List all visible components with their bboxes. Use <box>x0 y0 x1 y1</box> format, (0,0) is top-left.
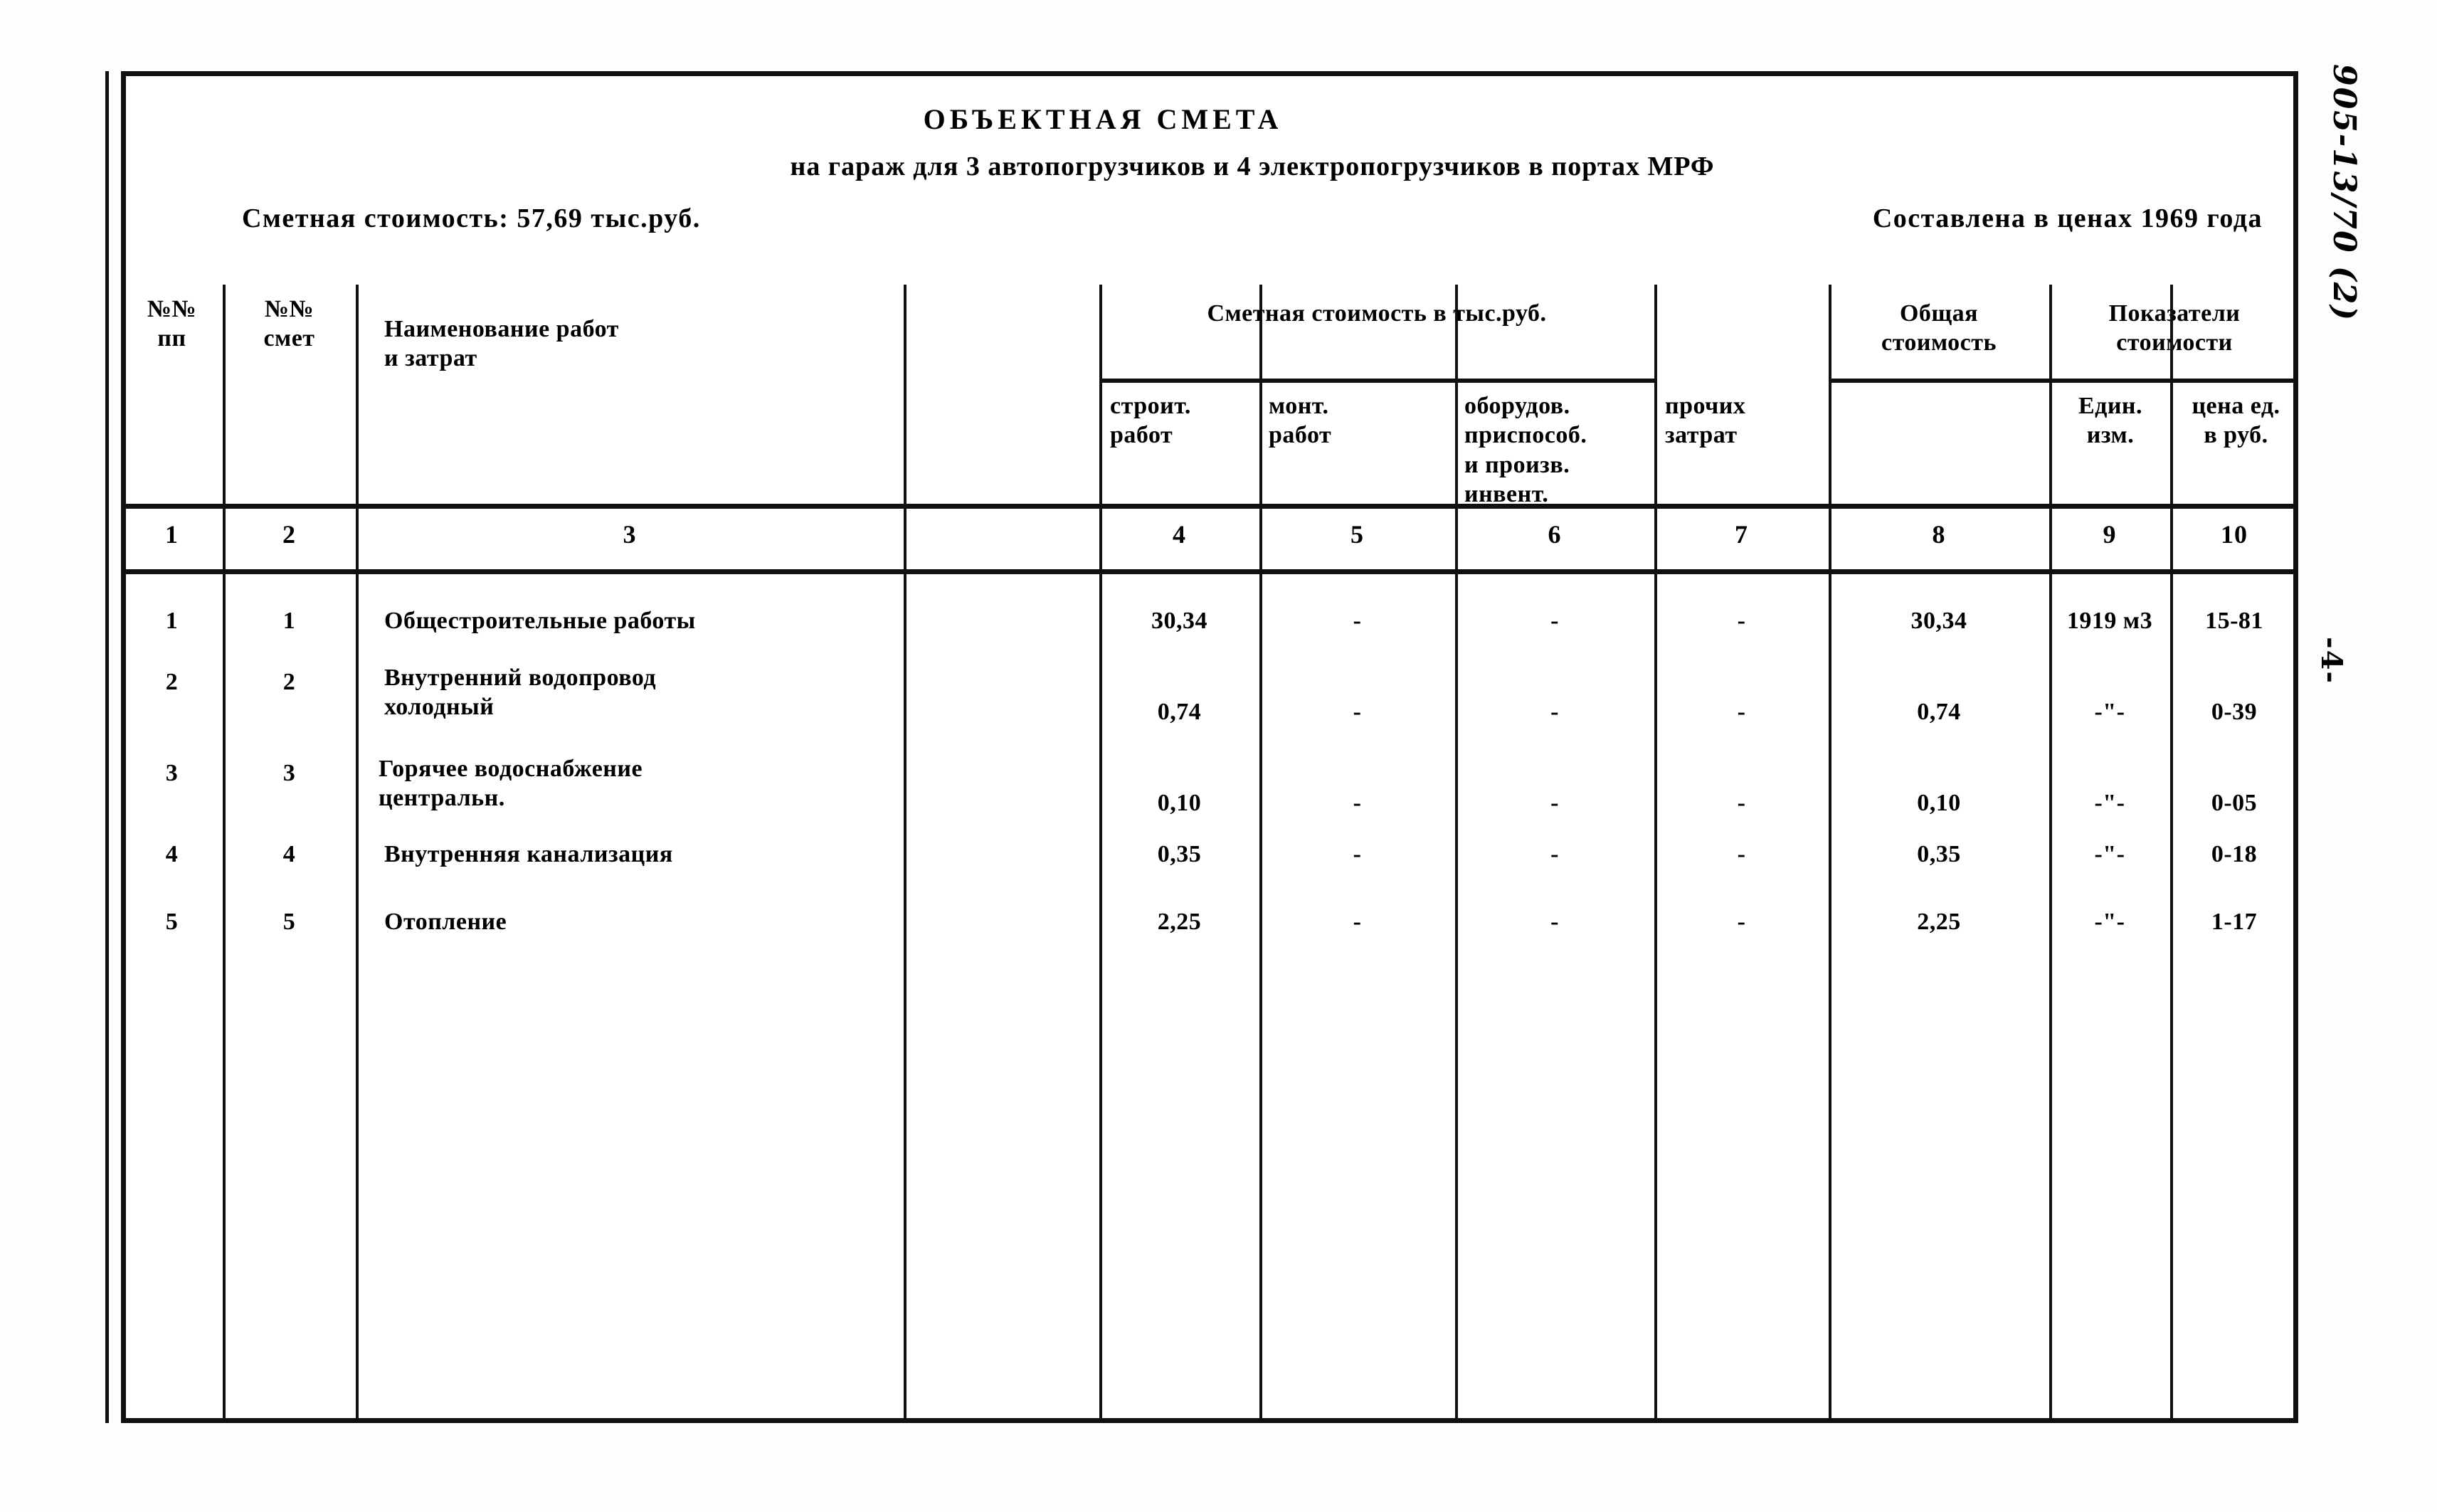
colnum-5: 5 <box>1350 520 1364 549</box>
column-rule <box>2049 285 2052 1423</box>
table-row: Внутренний водопровод холодный <box>384 665 657 721</box>
header-col-pp: №№ пп <box>147 296 197 352</box>
table-row: 0,74 <box>1157 699 1202 725</box>
header-col-edizm: Един. изм. <box>2078 393 2143 449</box>
numberrow-bottom-rule <box>121 569 2298 574</box>
page-title: ОБЪЕКТНАЯ СМЕТА <box>923 103 1283 135</box>
header-col-smeta: №№ смет <box>263 296 315 352</box>
estimate-cost-label: Сметная стоимость: 57,69 тыс.руб. <box>242 203 701 233</box>
page-number-annotation: -4- <box>2315 637 2348 685</box>
colnum-10: 10 <box>2221 520 2248 549</box>
colnum-3: 3 <box>623 520 637 549</box>
table-row: - <box>1353 790 1362 816</box>
table-row: 1 <box>165 608 179 634</box>
table-row: -"- <box>2094 790 2125 816</box>
colnum-2: 2 <box>282 520 296 549</box>
table-row: - <box>1737 790 1746 816</box>
column-rule <box>1654 285 1657 1423</box>
table-row: 1-17 <box>2211 909 2258 935</box>
table-row: 2 <box>165 669 179 695</box>
table-row: - <box>1550 699 1559 725</box>
table-row: 30,34 <box>1910 608 1967 634</box>
table-row: 0-18 <box>2211 841 2258 867</box>
table-row: 4 <box>282 841 296 867</box>
column-rule <box>904 285 906 1423</box>
form-frame <box>121 71 2298 1423</box>
header-col-cena: цена ед. в руб. <box>2192 393 2280 449</box>
table-row: - <box>1353 608 1362 634</box>
colnum-1: 1 <box>165 520 179 549</box>
table-row: 5 <box>165 909 179 935</box>
table-row: - <box>1550 841 1559 867</box>
column-rule <box>1455 285 1458 1423</box>
header-group-smetnaya-stoimost: Сметная стоимость в тыс.руб. <box>1207 300 1547 327</box>
table-row: - <box>1550 608 1559 634</box>
table-row: 0,10 <box>1157 790 1202 816</box>
table-row: 0,74 <box>1917 699 1961 725</box>
column-rule <box>223 285 226 1423</box>
header-group-pokazateli: Показатели стоимости <box>2108 300 2241 356</box>
table-row: 1919 м3 <box>2066 608 2153 634</box>
table-row: 0,10 <box>1917 790 1961 816</box>
header-col-mont: монт. работ <box>1269 393 1332 449</box>
header-col-name: Наименование работ и затрат <box>384 316 619 372</box>
table-row: -"- <box>2094 699 2125 725</box>
table-row: Общестроительные работы <box>384 608 696 634</box>
table-row: 0-05 <box>2211 790 2258 816</box>
table-row: 4 <box>165 841 179 867</box>
table-row: 1 <box>282 608 296 634</box>
header-bottom-rule <box>121 504 2298 509</box>
column-rule <box>1099 285 1102 1423</box>
header-col-stroit: строит. работ <box>1110 393 1191 449</box>
table-row: - <box>1353 909 1362 935</box>
colnum-7: 7 <box>1735 520 1748 549</box>
table-row: - <box>1353 699 1362 725</box>
colnum-4: 4 <box>1173 520 1186 549</box>
price-basis-label: Составлена в ценах 1969 года <box>1872 203 2263 233</box>
colnum-6: 6 <box>1548 520 1562 549</box>
table-row: - <box>1550 790 1559 816</box>
table-row: 15-81 <box>2205 608 2263 634</box>
table-row: 3 <box>165 760 179 786</box>
header-col-obshaya: Общая стоимость <box>1881 300 1997 356</box>
column-rule <box>1829 285 1831 1423</box>
table-row: - <box>1353 841 1362 867</box>
table-row: - <box>1737 841 1746 867</box>
table-row: 2,25 <box>1157 909 1202 935</box>
table-row: - <box>1737 608 1746 634</box>
table-row: Отопление <box>384 909 507 935</box>
column-rule <box>1259 285 1262 1423</box>
title-block: ОБЪЕКТНАЯ СМЕТА на гараж для 3 автопогру… <box>121 71 2298 285</box>
colnum-9: 9 <box>2103 520 2117 549</box>
estimate-table: №№ пп №№ смет Наименование работ и затра… <box>121 285 2298 1423</box>
colnum-8: 8 <box>1932 520 1946 549</box>
table-row: -"- <box>2094 909 2125 935</box>
column-rule <box>2170 285 2173 1423</box>
column-rule <box>356 285 359 1423</box>
archive-code-annotation: 905-13/70 (2) <box>2326 64 2362 322</box>
table-row: 0-39 <box>2211 699 2258 725</box>
table-row: 0,35 <box>1917 841 1961 867</box>
table-row: -"- <box>2094 841 2125 867</box>
table-row: Внутренняя канализация <box>384 841 673 867</box>
table-row: 0,35 <box>1157 841 1202 867</box>
header-group-rule-right <box>1829 379 2298 383</box>
table-row: 2 <box>282 669 296 695</box>
left-margin-rule <box>105 71 109 1423</box>
table-row: 30,34 <box>1151 608 1207 634</box>
table-row: - <box>1737 909 1746 935</box>
table-row: 3 <box>282 760 296 786</box>
header-group-rule <box>1099 379 1654 383</box>
header-col-proch: прочих затрат <box>1665 393 1746 449</box>
table-row: 2,25 <box>1917 909 1961 935</box>
table-row: - <box>1550 909 1559 935</box>
table-row: - <box>1737 699 1746 725</box>
header-col-oborud: оборудов. приспособ. и произв. инвент. <box>1464 393 1587 508</box>
page-subtitle: на гараж для 3 автопогрузчиков и 4 элект… <box>790 152 1715 181</box>
table-row: 5 <box>282 909 296 935</box>
table-row: Горячее водоснабжение центральн. <box>379 756 643 812</box>
